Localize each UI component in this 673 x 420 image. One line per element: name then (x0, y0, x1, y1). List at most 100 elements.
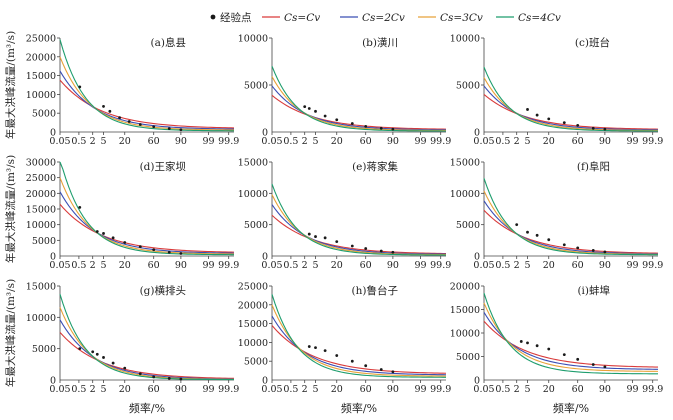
x-tick-label: 0.05 (473, 384, 494, 395)
x-tick-label: 2 (302, 136, 308, 147)
y-tick-label: 25000 (26, 173, 56, 184)
curve-cs-4cv (483, 66, 659, 132)
x-tick-label: 0.5 (71, 384, 86, 395)
y-tick-label: 0 (262, 252, 268, 263)
empirical-point (526, 341, 529, 345)
curve-cs-cv (59, 79, 235, 129)
x-tick-label: 99 (626, 260, 638, 271)
curve-cs-2cv (59, 70, 235, 130)
x-tick-label: 99 (414, 136, 426, 147)
x-tick-label: 90 (175, 260, 187, 271)
curve-cs-2cv (59, 191, 235, 254)
curve-cs-3cv (59, 307, 235, 380)
x-tick-label: 0.5 (283, 136, 298, 147)
y-tick-label: 15000 (450, 305, 480, 316)
x-tick-label: 99 (202, 136, 214, 147)
empirical-point (78, 206, 82, 209)
y-tick-label: 5000 (244, 357, 268, 368)
empirical-point (547, 347, 551, 351)
x-tick-label: 0.05 (473, 136, 494, 147)
y-tick-label: 10000 (238, 338, 268, 349)
legend-label-cs-2cv: Cs=2Cv (362, 12, 405, 24)
panel-i: 5000 10000 15000 20000 00.05 0.5 2 5 20 60 90 99 99.… (450, 282, 664, 396)
x-tick-label: 20 (119, 136, 131, 147)
x-tick-label: 99 (414, 260, 426, 271)
empirical-point (350, 359, 354, 363)
y-tick-label: 0 (50, 252, 56, 263)
empirical-point (108, 109, 112, 113)
legend-label-cs-cv: Cs=Cv (284, 12, 320, 24)
curve-cs-cv (483, 209, 659, 254)
empirical-point (391, 127, 395, 131)
empirical-point (102, 105, 105, 108)
y-tick-label: 5000 (456, 81, 480, 92)
x-tick-label: 90 (387, 136, 399, 147)
empirical-point (562, 243, 566, 247)
empirical-point (591, 363, 595, 366)
curve-cs-3cv (271, 194, 447, 256)
x-tick-label: 99 (202, 384, 214, 395)
y-tick-label: 0 (474, 128, 480, 139)
empirical-point (603, 127, 607, 131)
panel-f: 5000 10000 15000 00.05 0.5 2 5 20 60 90 99 99.9 (f)阜… (450, 158, 664, 272)
empirical-point (138, 372, 142, 376)
legend: 经验点 Cs=Cv Cs=2Cv Cs=3Cv Cs=4Cv (210, 11, 561, 24)
x-tick-label: 5 (100, 260, 106, 271)
curve-cs-4cv (59, 39, 235, 132)
x-tick-label: 0.05 (49, 136, 70, 147)
y-tick-label: 20000 (450, 282, 480, 293)
empirical-point (123, 241, 127, 244)
y-tick-label: 5000 (456, 220, 480, 231)
x-tick-label: 0.05 (261, 136, 282, 147)
x-tick-label: 60 (572, 260, 584, 271)
x-tick-label: 60 (360, 260, 372, 271)
empirical-point (102, 356, 105, 359)
curve-cs-cv (59, 203, 235, 253)
y-axis-label: 年最大洪峰流量/(m³/s) (4, 31, 17, 139)
x-tick-label: 99.9 (642, 260, 663, 271)
empirical-point (335, 240, 339, 243)
panel-title: (h)鲁台子 (352, 284, 398, 297)
empirical-point (323, 236, 327, 240)
y-tick-label: 5000 (32, 109, 56, 120)
y-tick-label: 10000 (26, 90, 56, 101)
x-tick-label: 20 (543, 136, 555, 147)
empirical-point (379, 368, 383, 371)
panel-title: (g)横排头 (140, 284, 186, 297)
empirical-point (314, 235, 317, 238)
empirical-point (526, 230, 529, 234)
y-tick-label: 10000 (238, 189, 268, 200)
x-tick-label: 2 (514, 260, 520, 271)
empirical-point (314, 109, 317, 113)
x-tick-label: 99.9 (218, 260, 239, 271)
empirical-point (95, 352, 99, 356)
x-tick-label: 2 (514, 384, 520, 395)
empirical-point (78, 85, 82, 89)
y-tick-label: 0 (474, 376, 480, 387)
x-tick-label: 2 (90, 384, 96, 395)
x-tick-label: 90 (175, 136, 187, 147)
x-tick-label: 0.05 (261, 260, 282, 271)
x-tick-label: 0.05 (49, 260, 70, 271)
curve-cs-3cv (483, 190, 659, 255)
curve-cs-2cv (271, 315, 447, 376)
empirical-point (576, 357, 580, 361)
y-tick-label: 10000 (26, 220, 56, 231)
empirical-point (102, 232, 105, 235)
empirical-point (591, 248, 595, 252)
legend-marker-points (210, 14, 216, 20)
empirical-point (152, 375, 156, 379)
x-tick-label: 20 (543, 384, 555, 395)
panel-d: 5000 10000 15000 20000 25000 30000 00.05 0.5 2 5 2… (26, 158, 240, 272)
empirical-point (111, 236, 115, 240)
y-tick-label: 10000 (450, 34, 480, 45)
x-tick-label: 99.9 (642, 384, 663, 395)
panel-title: (b)潢川 (362, 36, 398, 49)
x-tick-label: 20 (331, 384, 343, 395)
x-tick-label: 60 (360, 384, 372, 395)
curve-cs-4cv (483, 292, 659, 375)
x-tick-label: 2 (302, 260, 308, 271)
x-tick-label: 0.05 (473, 260, 494, 271)
